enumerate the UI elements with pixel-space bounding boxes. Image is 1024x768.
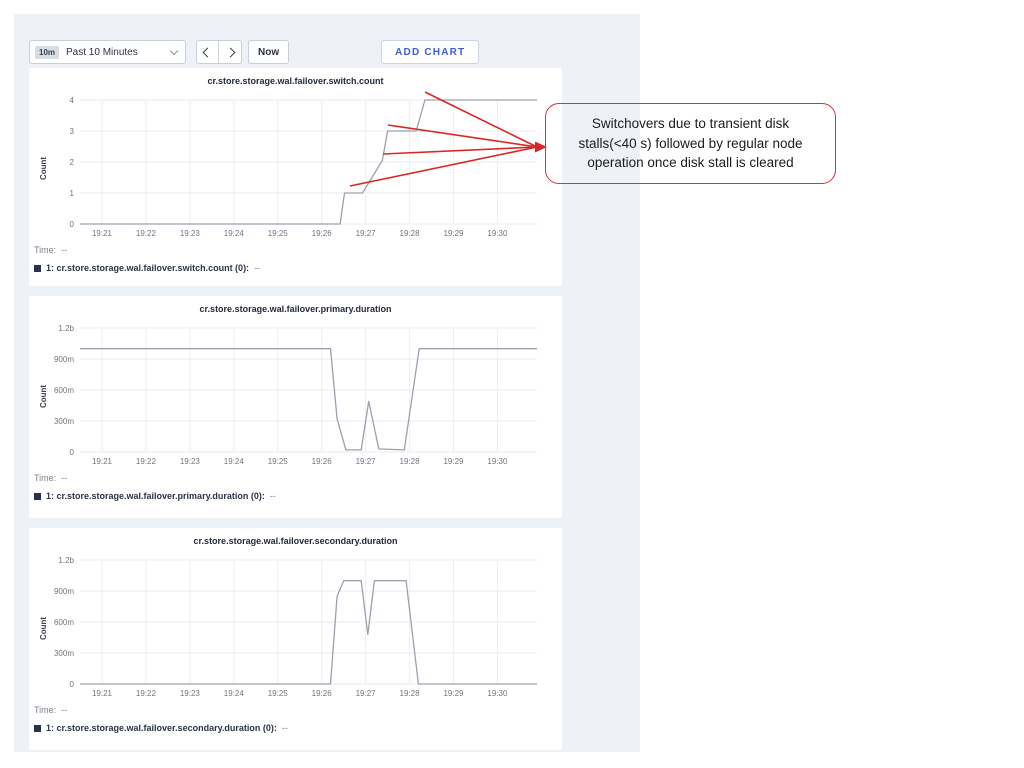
x-tick-label: 19:29 <box>443 457 464 466</box>
time-label: Time: <box>34 245 57 255</box>
legend-row: 1: cr.store.storage.wal.failover.switch.… <box>34 263 562 273</box>
x-tick-label: 19:25 <box>268 457 289 466</box>
time-range-badge: 10m <box>35 45 60 59</box>
annotation-line: operation once disk stall is cleared <box>587 155 794 171</box>
legend-row: 1: cr.store.storage.wal.failover.seconda… <box>34 723 562 733</box>
y-tick-label: 1 <box>70 189 75 198</box>
series-line <box>80 580 537 685</box>
hover-time-row: Time: -- <box>34 705 562 715</box>
time-range-label: Past 10 Minutes <box>66 46 138 58</box>
chevron-down-icon <box>169 46 179 55</box>
y-tick-label: 0 <box>70 680 75 689</box>
x-tick-label: 19:23 <box>180 457 201 466</box>
x-tick-label: 19:26 <box>312 229 333 238</box>
chart-card: cr.store.storage.wal.failover.secondary.… <box>29 528 562 750</box>
x-tick-label: 19:25 <box>268 229 289 238</box>
x-tick-label: 19:26 <box>312 689 333 698</box>
time-nav-group <box>196 40 242 64</box>
x-tick-label: 19:30 <box>487 689 508 698</box>
legend-series-label: 1: cr.store.storage.wal.failover.seconda… <box>46 723 277 733</box>
x-tick-label: 19:28 <box>400 457 421 466</box>
x-tick-label: 19:27 <box>356 229 377 238</box>
chart-title: cr.store.storage.wal.failover.secondary.… <box>193 536 398 546</box>
series-line <box>80 348 537 451</box>
x-tick-label: 19:27 <box>356 457 377 466</box>
annotation-line: stalls(<40 s) followed by regular node <box>578 135 803 151</box>
y-axis-label: Count <box>39 384 49 409</box>
chart-title: cr.store.storage.wal.failover.switch.cou… <box>207 76 384 86</box>
add-chart-button[interactable]: ADD CHART <box>381 40 480 64</box>
chart-card: cr.store.storage.wal.failover.primary.du… <box>29 296 562 518</box>
chart-plot[interactable]: 19:21 19:22 19:23 19:24 19:25 19:26 19:27 19:28… <box>29 88 562 240</box>
x-tick-label: 19:28 <box>400 689 421 698</box>
x-tick-label: 19:30 <box>487 457 508 466</box>
y-tick-label: 3 <box>70 127 75 136</box>
y-axis-label: Count <box>39 616 49 641</box>
x-tick-label: 19:28 <box>400 229 421 238</box>
hover-time-row: Time: -- <box>34 473 562 483</box>
x-tick-label: 19:21 <box>92 457 113 466</box>
y-tick-label: 600m <box>54 386 74 395</box>
time-range-selector[interactable]: 10m Past 10 Minutes <box>29 40 186 64</box>
y-tick-label: 300m <box>54 649 74 658</box>
y-tick-label: 1.2b <box>58 324 74 333</box>
time-value: -- <box>61 245 68 255</box>
x-tick-label: 19:27 <box>356 689 377 698</box>
y-tick-label: 300m <box>54 417 74 426</box>
now-button[interactable]: Now <box>248 40 290 64</box>
y-tick-label: 900m <box>54 587 74 596</box>
x-tick-label: 19:24 <box>224 229 245 238</box>
x-tick-label: 19:22 <box>136 457 157 466</box>
x-tick-label: 19:30 <box>487 229 508 238</box>
legend-series-label: 1: cr.store.storage.wal.failover.switch.… <box>46 263 250 273</box>
x-tick-label: 19:24 <box>224 457 245 466</box>
x-tick-label: 19:22 <box>136 689 157 698</box>
x-tick-label: 19:22 <box>136 229 157 238</box>
legend-swatch <box>34 264 41 272</box>
time-value: -- <box>61 705 68 715</box>
charts-container: cr.store.storage.wal.failover.switch.cou… <box>29 68 562 760</box>
x-tick-label: 19:25 <box>268 689 289 698</box>
x-tick-label: 19:26 <box>312 457 333 466</box>
x-tick-label: 19:23 <box>180 229 201 238</box>
chevron-left-icon <box>202 47 213 57</box>
prev-range-button[interactable] <box>196 40 219 64</box>
x-tick-label: 19:21 <box>92 229 113 238</box>
y-axis-label: Count <box>39 156 49 181</box>
time-label: Time: <box>34 705 57 715</box>
legend-row: 1: cr.store.storage.wal.failover.primary… <box>34 491 562 501</box>
y-tick-label: 2 <box>70 158 75 167</box>
x-tick-label: 19:21 <box>92 689 113 698</box>
y-tick-label: 1.2b <box>58 556 74 565</box>
x-tick-label: 19:23 <box>180 689 201 698</box>
legend-series-value: -- <box>254 263 261 273</box>
time-label: Time: <box>34 473 57 483</box>
y-tick-label: 600m <box>54 618 74 627</box>
x-tick-label: 19:29 <box>443 689 464 698</box>
chart-plot[interactable]: 19:21 19:22 19:23 19:24 19:25 19:26 19:27 19:28… <box>29 316 562 468</box>
legend-swatch <box>34 724 41 732</box>
legend-series-value: -- <box>269 491 276 501</box>
time-value: -- <box>61 473 68 483</box>
chart-card: cr.store.storage.wal.failover.switch.cou… <box>29 68 562 286</box>
x-tick-label: 19:29 <box>443 229 464 238</box>
legend-swatch <box>34 492 41 500</box>
hover-time-row: Time: -- <box>34 245 562 255</box>
y-tick-label: 0 <box>70 220 75 229</box>
next-range-button[interactable] <box>219 40 242 64</box>
x-tick-label: 19:24 <box>224 689 245 698</box>
y-tick-label: 0 <box>70 448 75 457</box>
legend-series-value: -- <box>281 723 288 733</box>
chart-plot[interactable]: 19:21 19:22 19:23 19:24 19:25 19:26 19:27 19:28… <box>29 548 562 700</box>
annotation-callout: Switchovers due to transient disk stalls… <box>545 103 836 184</box>
y-tick-label: 4 <box>70 96 75 105</box>
annotation-line: Switchovers due to transient disk <box>591 116 790 132</box>
legend-series-label: 1: cr.store.storage.wal.failover.primary… <box>46 491 265 501</box>
y-tick-label: 900m <box>54 355 74 364</box>
toolbar: 10m Past 10 Minutes Now ADD CHART <box>29 40 480 64</box>
chevron-right-icon <box>225 47 235 57</box>
chart-title: cr.store.storage.wal.failover.primary.du… <box>199 304 392 314</box>
